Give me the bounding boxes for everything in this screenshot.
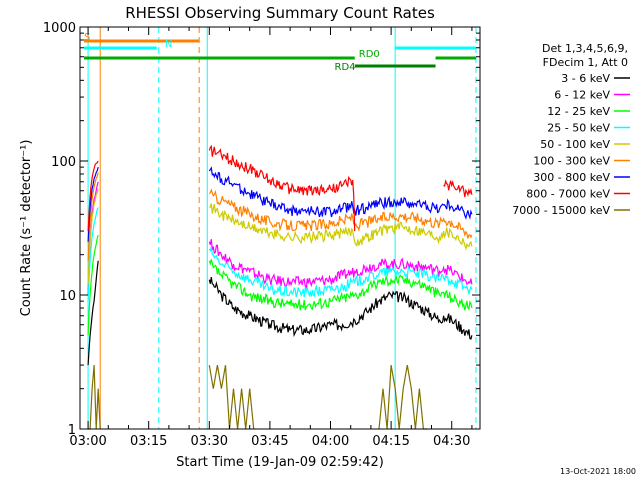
timestamp: 13-Oct-2021 18:00 (560, 467, 636, 476)
x-tick-label-3: 03:45 (251, 434, 288, 449)
y-tick-label-2: 100 (51, 155, 76, 170)
x-tick-label-0: 03:00 (69, 434, 106, 449)
legend-header-line-1: Det 1,3,4,5,6,9, (542, 42, 628, 55)
y-tick-label-1: 10 (59, 289, 76, 304)
series-line-5 (87, 172, 473, 261)
legend-label-7: 800 - 7000 keV (526, 188, 610, 201)
series-line-4 (87, 188, 473, 285)
chart-title: RHESSI Observing Summary Count Rates (125, 4, 435, 22)
flag-label-0: S (84, 32, 90, 43)
plot-frame (79, 26, 481, 430)
legend-header-line-2: FDecim 1, Att 0 (543, 56, 628, 69)
axis-ticks: 03:00 03:15 03:30 03:45 04:00 04:15 04:30 1 10 10… (43, 21, 480, 449)
legend-label-2: 12 - 25 keV (547, 105, 610, 118)
series-line-2 (87, 234, 473, 336)
legend-label-5: 100 - 300 keV (533, 155, 610, 168)
x-tick-label-6: 04:30 (433, 434, 470, 449)
y-tick-label-3: 1000 (43, 21, 76, 36)
legend-label-4: 50 - 100 keV (540, 138, 610, 151)
flag-label-3: RD0 (359, 49, 380, 60)
x-axis-label: Start Time (19-Jan-09 02:59:42) (176, 455, 384, 470)
legend-label-3: 25 - 50 keV (547, 122, 610, 135)
flag-label-1: N (165, 39, 172, 50)
series-line-7 (87, 144, 473, 232)
x-tick-label-4: 04:00 (312, 434, 349, 449)
flag-label-5: RD4 (335, 62, 356, 73)
x-tick-label-5: 04:15 (372, 434, 409, 449)
x-tick-label-2: 03:30 (191, 434, 228, 449)
legend: Det 1,3,4,5,6,9, FDecim 1, Att 0 3 - 6 k… (512, 42, 630, 217)
y-axis-label: Count Rate (s⁻¹ detector⁻¹) (19, 140, 34, 317)
series-line-0 (87, 260, 473, 366)
legend-label-0: 3 - 6 keV (561, 72, 610, 85)
series-line-3 (87, 207, 473, 302)
series-line-6 (87, 166, 473, 242)
legend-label-1: 6 - 12 keV (554, 89, 610, 102)
x-tick-label-1: 03:15 (130, 434, 167, 449)
legend-label-8: 7000 - 15000 keV (512, 204, 610, 217)
legend-label-6: 300 - 800 keV (533, 171, 610, 184)
y-tick-label-0: 1 (68, 423, 76, 438)
